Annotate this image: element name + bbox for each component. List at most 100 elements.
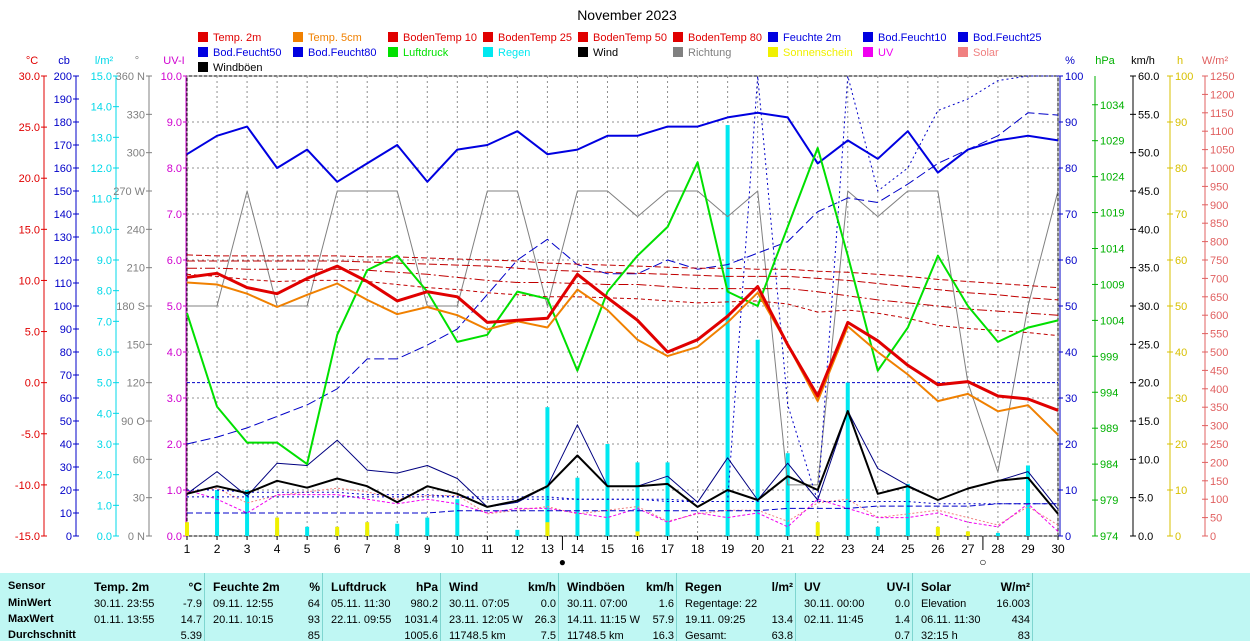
axis-tick-label: 100	[1210, 494, 1228, 506]
axis-tick-label: 2.0	[97, 470, 112, 482]
stats-block	[558, 573, 677, 641]
stats-cell-label: 02.11. 11:45	[804, 614, 864, 626]
legend-swatch	[388, 47, 398, 57]
axis-tick-label: 500	[1210, 347, 1228, 359]
series-line-feuchte-2m	[186, 111, 1059, 183]
axis-tick-label: 900	[1210, 200, 1228, 212]
legend-label: Regen	[498, 47, 530, 59]
legend-label: BodenTemp 80	[688, 32, 762, 44]
stats-block-header: Luftdruck	[331, 580, 387, 594]
x-tick-label: 1	[184, 542, 191, 556]
axis-tick-label: 30.0	[19, 71, 40, 83]
series-line-solar	[186, 487, 1059, 526]
axis-tick-label: 150	[1210, 476, 1228, 488]
axis-unit-label: UV-I	[163, 55, 184, 67]
axis-tick-label: 6.0	[97, 347, 112, 359]
series-line-wind	[186, 410, 1059, 515]
legend-label: Feuchte 2m	[783, 32, 841, 44]
legend-swatch	[768, 32, 778, 42]
axis-tick-label: 0	[66, 531, 72, 543]
axis-tick-label: 30	[1065, 393, 1077, 405]
stats-cell-label: Regentage: 22	[685, 598, 758, 610]
axis-tick-label: 60	[133, 454, 145, 466]
stats-block-header: Solar	[921, 580, 952, 594]
stats-cell-label: 11748.5 km	[449, 630, 506, 642]
stats-cell-label: 30.11. 00:00	[804, 598, 865, 610]
rain-bar	[395, 523, 400, 536]
weather-chart: November 2023 Temp. 2m Temp. 5cm BodenTemp…	[15, 7, 1235, 569]
axis-tick-label: 40.0	[1138, 224, 1159, 236]
stats-cell-label: 19.11. 09:25	[685, 614, 746, 626]
axis-tick-label: 180 S	[116, 301, 145, 313]
axis-tick-label: 1150	[1210, 108, 1234, 120]
stats-cell-value: 26.3	[534, 614, 556, 626]
legend-swatch	[673, 47, 683, 57]
legend-swatch	[198, 47, 208, 57]
stats-block-header: Feuchte 2m	[213, 580, 280, 594]
stats-block	[204, 573, 323, 641]
legend-label: BodenTemp 10	[403, 32, 477, 44]
stats-block-unit: UV-I	[886, 580, 910, 594]
axis-tick-label: 1004	[1100, 315, 1124, 327]
statistics-table: Sensor MinWert MaxWert Durchschnitt Temp. 2m…	[0, 573, 1250, 642]
stats-block	[322, 573, 441, 641]
stats-cell-value: 7.5	[540, 630, 556, 642]
axis-tick-label: 974	[1100, 531, 1118, 543]
axis-tick-label: 70	[60, 370, 72, 382]
axis-tick-label: 130	[54, 232, 72, 244]
axis-tick-label: 950	[1210, 181, 1228, 193]
legend-swatch	[673, 32, 683, 42]
axis-tick-label: 170	[54, 140, 72, 152]
axis-tick-label: 650	[1210, 292, 1228, 304]
stats-row-label: Sensor	[8, 580, 46, 592]
legend-swatch	[863, 47, 873, 57]
axis-tick-label: 0	[1065, 531, 1071, 543]
axis-tick-label: 10.0	[1138, 454, 1159, 466]
stats-block-header: UV	[804, 580, 821, 594]
axis-tick-label: 90	[1175, 117, 1187, 129]
rain-bars	[185, 125, 1030, 537]
rain-bar	[575, 477, 580, 536]
axis-tick-label: 80	[1175, 163, 1187, 175]
axis-tick-label: 20.0	[1138, 378, 1159, 390]
legend-swatch	[578, 47, 588, 57]
axis-tick-label: 1200	[1210, 89, 1234, 101]
legend-label: Temp. 2m	[213, 32, 261, 44]
stats-row-label: MaxWert	[8, 613, 54, 625]
axis-tick-label: 8.0	[97, 286, 112, 298]
x-tick-label: 26	[931, 542, 945, 556]
axis-tick-label: 2.0	[167, 439, 182, 451]
x-tick-label: 2	[214, 542, 221, 556]
stats-cell-value: 14.7	[180, 614, 202, 626]
series-line-luftdruck	[186, 146, 1059, 466]
axis-tick-label: 80	[1065, 163, 1077, 175]
rain-bar	[545, 407, 550, 536]
rain-bar	[875, 526, 880, 536]
sunshine-bar	[935, 526, 940, 536]
axis-tick-label: 13.0	[91, 132, 112, 144]
stats-cell-label: Elevation	[921, 598, 967, 610]
legend-label: Wind	[593, 47, 618, 59]
axis-tick-label: 120	[54, 255, 72, 267]
x-tick-label: 15	[601, 542, 615, 556]
axis-tick-label: 70	[1175, 209, 1187, 221]
rain-bar	[605, 444, 610, 536]
rain-bar	[725, 125, 730, 537]
stats-block-unit: %	[309, 580, 320, 594]
stats-block	[795, 573, 913, 641]
axis-unit-label: °	[135, 55, 139, 67]
sunshine-bar	[365, 522, 370, 536]
x-tick-label: 25	[901, 542, 915, 556]
stats-block-header: Windböen	[567, 580, 625, 594]
axis-tick-label: 350	[1210, 402, 1228, 414]
stats-cell-value: 83	[1017, 630, 1030, 642]
axis-tick-label: 800	[1210, 237, 1228, 249]
x-tick-label: 21	[781, 542, 795, 556]
legend-label: Solar	[973, 47, 999, 59]
legend-label: Windböen	[213, 62, 263, 74]
stats-block	[85, 573, 205, 641]
sunshine-bar	[815, 522, 820, 536]
axis-tick-label: 7.0	[97, 316, 112, 328]
axis-tick-label: 150	[54, 186, 72, 198]
legend-label: Bod.Feucht80	[308, 47, 377, 59]
